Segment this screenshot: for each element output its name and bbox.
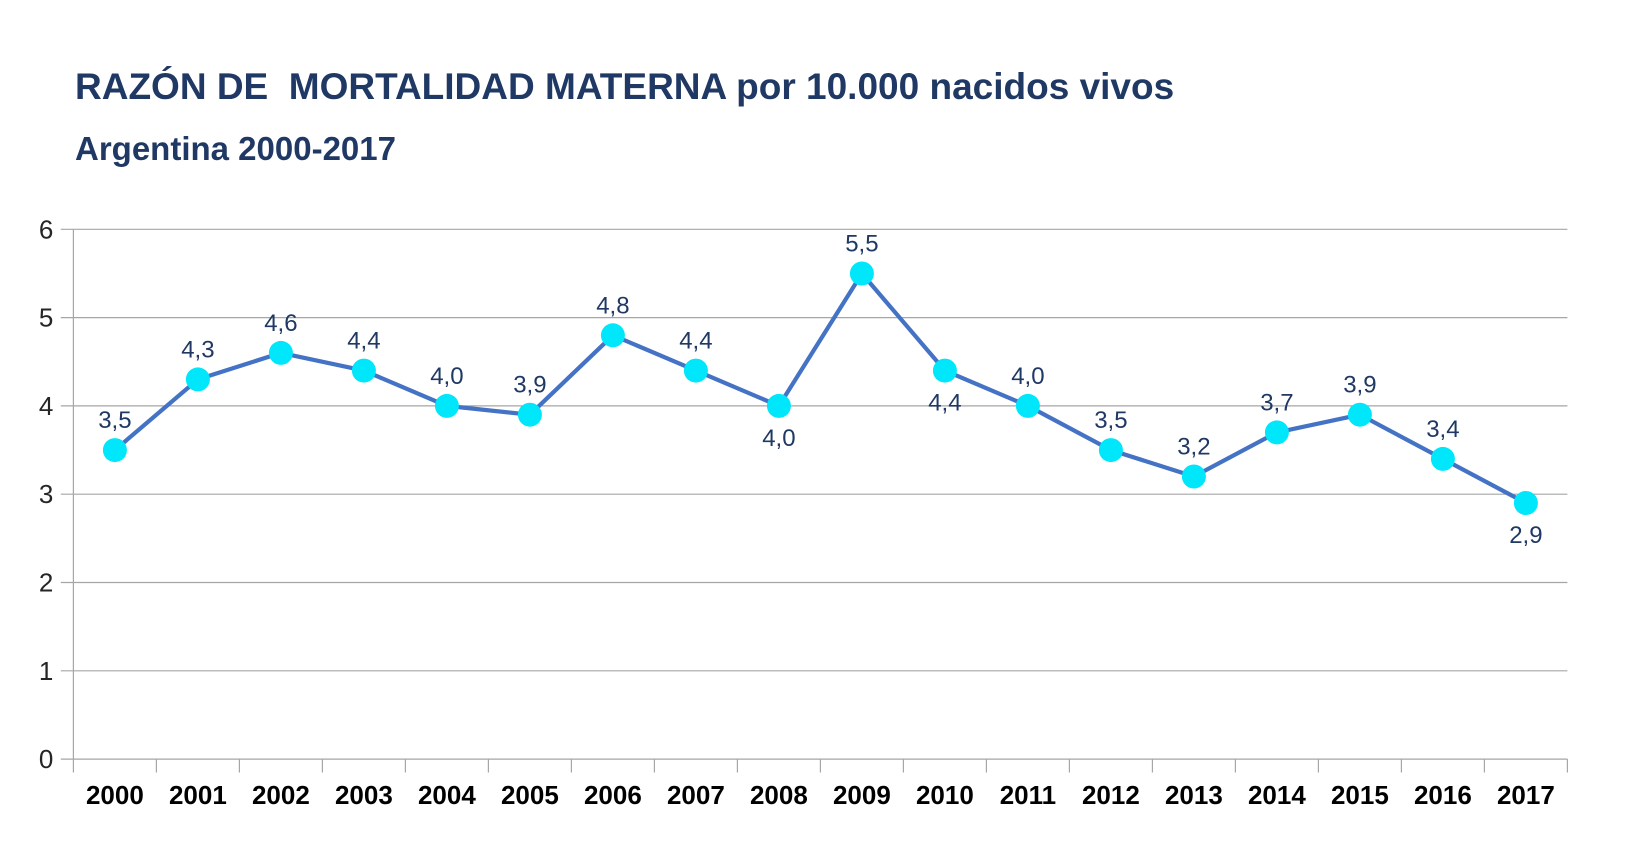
svg-text:2016: 2016 <box>1414 780 1472 810</box>
svg-text:2008: 2008 <box>750 780 808 810</box>
svg-text:5: 5 <box>39 303 53 333</box>
svg-text:3,5: 3,5 <box>98 407 131 434</box>
svg-text:2017: 2017 <box>1497 780 1555 810</box>
svg-text:2013: 2013 <box>1165 780 1223 810</box>
svg-text:0: 0 <box>39 744 53 774</box>
svg-text:4,4: 4,4 <box>679 328 712 355</box>
svg-text:2005: 2005 <box>501 780 559 810</box>
svg-text:4,6: 4,6 <box>264 310 297 337</box>
svg-text:2,9: 2,9 <box>1509 522 1542 549</box>
svg-text:2001: 2001 <box>169 780 227 810</box>
svg-text:2002: 2002 <box>252 780 310 810</box>
svg-text:1: 1 <box>39 656 53 686</box>
svg-text:6: 6 <box>39 214 53 244</box>
svg-text:4: 4 <box>39 391 53 421</box>
svg-text:2000: 2000 <box>86 780 144 810</box>
svg-text:2015: 2015 <box>1331 780 1389 810</box>
svg-text:2009: 2009 <box>833 780 891 810</box>
svg-text:4,4: 4,4 <box>928 390 961 417</box>
svg-text:2011: 2011 <box>1000 780 1056 810</box>
svg-text:2006: 2006 <box>584 780 642 810</box>
svg-text:4,0: 4,0 <box>762 425 795 452</box>
svg-text:3,5: 3,5 <box>1094 407 1127 434</box>
svg-text:4,4: 4,4 <box>347 328 380 355</box>
svg-text:2007: 2007 <box>667 780 725 810</box>
svg-text:2010: 2010 <box>916 780 974 810</box>
svg-text:3,4: 3,4 <box>1426 416 1459 443</box>
svg-text:4,8: 4,8 <box>596 292 629 319</box>
svg-text:3,7: 3,7 <box>1260 389 1293 416</box>
svg-text:3: 3 <box>39 479 53 509</box>
svg-text:2003: 2003 <box>335 780 393 810</box>
svg-text:3,9: 3,9 <box>1343 372 1376 399</box>
svg-text:2: 2 <box>39 568 53 598</box>
svg-text:4,3: 4,3 <box>181 336 214 363</box>
svg-text:2012: 2012 <box>1082 780 1140 810</box>
svg-text:2014: 2014 <box>1248 780 1306 810</box>
svg-text:5,5: 5,5 <box>845 231 878 258</box>
svg-text:3,2: 3,2 <box>1177 434 1210 461</box>
svg-text:4,0: 4,0 <box>1011 363 1044 390</box>
svg-text:4,0: 4,0 <box>430 363 463 390</box>
svg-text:2004: 2004 <box>418 780 476 810</box>
svg-text:3,9: 3,9 <box>513 372 546 399</box>
